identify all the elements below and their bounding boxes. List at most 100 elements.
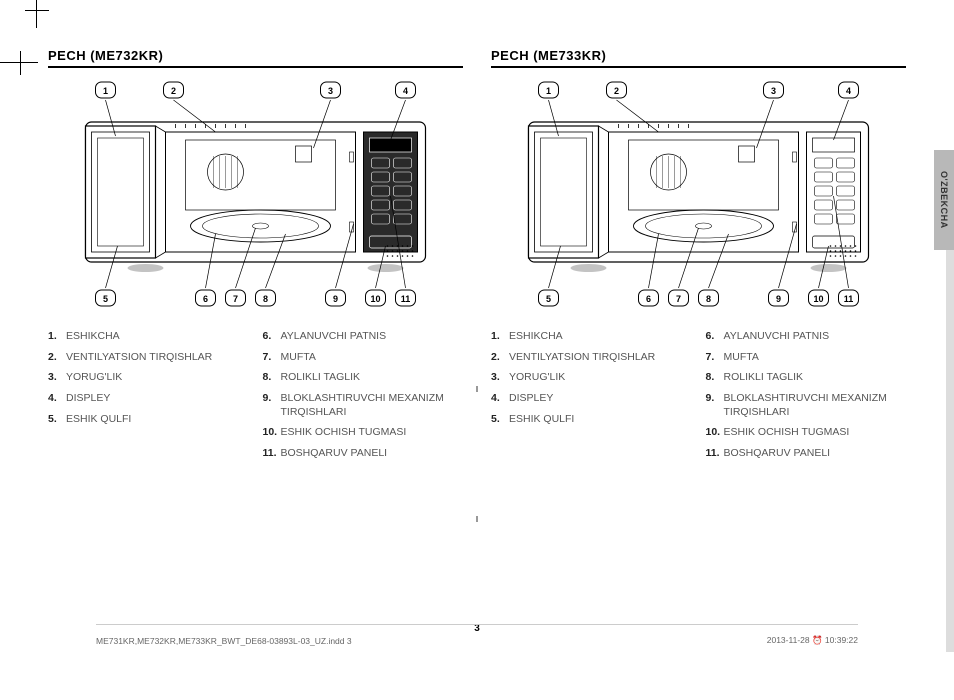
legend-right: 6. AYLANUVCHI PATNIS 7. MUFTA 8. ROLIKLI… xyxy=(263,330,464,467)
svg-text:8: 8 xyxy=(263,294,268,304)
legend-text: DISPLEY xyxy=(66,392,110,406)
svg-text:4: 4 xyxy=(846,86,851,96)
legend-text: AYLANUVCHI PATNIS xyxy=(281,330,387,344)
language-tab: O'ZBEKCHA xyxy=(934,150,954,250)
legend-item: 1. ESHIKCHA xyxy=(491,330,692,344)
legend-number: 1. xyxy=(48,330,66,344)
svg-text:3: 3 xyxy=(771,86,776,96)
legend-text: ESHIKCHA xyxy=(509,330,563,344)
microwave-diagram: 1234567891011 xyxy=(48,76,463,316)
language-tab-label: O'ZBEKCHA xyxy=(939,171,949,229)
legend-item: 6. AYLANUVCHI PATNIS xyxy=(706,330,907,344)
legend-number: 7. xyxy=(706,351,724,365)
legend-item: 5. ESHIK QULFI xyxy=(48,413,249,427)
svg-text:1: 1 xyxy=(103,86,108,96)
legend-item: 10. ESHIK OCHISH TUGMASI xyxy=(263,426,464,440)
svg-text:10: 10 xyxy=(370,294,380,304)
legend-number: 8. xyxy=(263,371,281,385)
legend-text: DISPLEY xyxy=(509,392,553,406)
svg-text:11: 11 xyxy=(401,294,411,304)
column-1: PECH (ME732KR) 1234567891011 1. ESHIKCHA… xyxy=(48,48,463,467)
legend-number: 3. xyxy=(48,371,66,385)
svg-text:9: 9 xyxy=(776,294,781,304)
diagram-wrap: 1234567891011 xyxy=(48,76,463,316)
legend-item: 11. BOSHQARUV PANELI xyxy=(263,447,464,461)
legend-item: 6. AYLANUVCHI PATNIS xyxy=(263,330,464,344)
legend-item: 3. YORUG'LIK xyxy=(48,371,249,385)
legend-text: ESHIK OCHISH TUGMASI xyxy=(281,426,407,440)
legend-text: BOSHQARUV PANELI xyxy=(724,447,831,461)
legend-number: 9. xyxy=(706,392,724,419)
legend-number: 6. xyxy=(706,330,724,344)
legend-number: 3. xyxy=(491,371,509,385)
crop-mark xyxy=(0,62,38,63)
legend-number: 2. xyxy=(491,351,509,365)
legend-text: AYLANUVCHI PATNIS xyxy=(724,330,830,344)
legend-number: 8. xyxy=(706,371,724,385)
legend-number: 5. xyxy=(491,413,509,427)
legend-text: ROLIKLI TAGLIK xyxy=(281,371,361,385)
svg-text:2: 2 xyxy=(614,86,619,96)
legend-item: 7. MUFTA xyxy=(706,351,907,365)
legend-text: BLOKLASHTIRUVCHI MEXANIZM TIRQISHLARI xyxy=(281,392,464,419)
legend-text: YORUG'LIK xyxy=(509,371,565,385)
page: PECH (ME732KR) 1 2 3 4 5 6 7 8 9 10 11 1. ESHIKCHA… xyxy=(48,48,906,652)
legend-number: 6. xyxy=(263,330,281,344)
svg-text:5: 5 xyxy=(103,294,108,304)
legend-text: BOSHQARUV PANELI xyxy=(281,447,388,461)
microwave-diagram: 1234567891011 xyxy=(491,76,906,316)
side-stripe xyxy=(946,250,954,652)
two-columns: PECH (ME732KR) 1 2 3 4 5 6 7 8 9 10 11 1. ESHIKCHA… xyxy=(48,48,906,467)
legend-item: 2. VENTILYATSION TIRQISHLAR xyxy=(491,351,692,365)
footer-file: ME731KR,ME732KR,ME733KR_BWT_DE68-03893L-… xyxy=(96,636,352,646)
svg-text:4: 4 xyxy=(403,86,408,96)
section-heading: PECH (ME733KR) xyxy=(491,48,906,68)
legend-number: 5. xyxy=(48,413,66,427)
legend-number: 4. xyxy=(48,392,66,406)
legend-text: MUFTA xyxy=(281,351,316,365)
legend-item: 4. DISPLEY xyxy=(48,392,249,406)
legend-number: 4. xyxy=(491,392,509,406)
legend-number: 1. xyxy=(491,330,509,344)
svg-text:8: 8 xyxy=(706,294,711,304)
legend: 1. ESHIKCHA 2. VENTILYATSION TIRQISHLAR … xyxy=(491,330,906,467)
legend-item: 10. ESHIK OCHISH TUGMASI xyxy=(706,426,907,440)
legend-text: VENTILYATSION TIRQISHLAR xyxy=(66,351,212,365)
crop-mark xyxy=(36,0,37,28)
legend-text: ESHIK QULFI xyxy=(509,413,574,427)
footer-timestamp: 2013-11-28 ⏰ 10:39:22 xyxy=(767,635,858,646)
legend-number: 11. xyxy=(263,447,281,461)
legend-text: MUFTA xyxy=(724,351,759,365)
legend-text: ESHIK QULFI xyxy=(66,413,131,427)
diagram-wrap: 1234567891011 xyxy=(491,76,906,316)
legend-item: 2. VENTILYATSION TIRQISHLAR xyxy=(48,351,249,365)
svg-text:3: 3 xyxy=(328,86,333,96)
legend-text: ESHIKCHA xyxy=(66,330,120,344)
svg-text:7: 7 xyxy=(233,294,238,304)
svg-text:11: 11 xyxy=(844,294,854,304)
legend-item: 7. MUFTA xyxy=(263,351,464,365)
legend-item: 1. ESHIKCHA xyxy=(48,330,249,344)
legend-item: 4. DISPLEY xyxy=(491,392,692,406)
svg-text:10: 10 xyxy=(813,294,823,304)
legend-item: 9. BLOKLASHTIRUVCHI MEXANIZM TIRQISHLARI xyxy=(706,392,907,419)
legend-item: 5. ESHIK QULFI xyxy=(491,413,692,427)
legend: 1. ESHIKCHA 2. VENTILYATSION TIRQISHLAR … xyxy=(48,330,463,467)
svg-text:6: 6 xyxy=(203,294,208,304)
legend-item: 8. ROLIKLI TAGLIK xyxy=(706,371,907,385)
legend-item: 9. BLOKLASHTIRUVCHI MEXANIZM TIRQISHLARI xyxy=(263,392,464,419)
legend-number: 10. xyxy=(706,426,724,440)
legend-item: 11. BOSHQARUV PANELI xyxy=(706,447,907,461)
svg-text:7: 7 xyxy=(676,294,681,304)
legend-text: VENTILYATSION TIRQISHLAR xyxy=(509,351,655,365)
legend-text: ESHIK OCHISH TUGMASI xyxy=(724,426,850,440)
legend-right: 6. AYLANUVCHI PATNIS 7. MUFTA 8. ROLIKLI… xyxy=(706,330,907,467)
section-heading: PECH (ME732KR) xyxy=(48,48,463,68)
footer: ME731KR,ME732KR,ME733KR_BWT_DE68-03893L-… xyxy=(96,624,858,652)
column-2: PECH (ME733KR) 1234567891011 1. ESHIKCHA… xyxy=(491,48,906,467)
legend-number: 11. xyxy=(706,447,724,461)
legend-number: 10. xyxy=(263,426,281,440)
legend-number: 7. xyxy=(263,351,281,365)
legend-text: BLOKLASHTIRUVCHI MEXANIZM TIRQISHLARI xyxy=(724,392,907,419)
svg-text:1: 1 xyxy=(546,86,551,96)
